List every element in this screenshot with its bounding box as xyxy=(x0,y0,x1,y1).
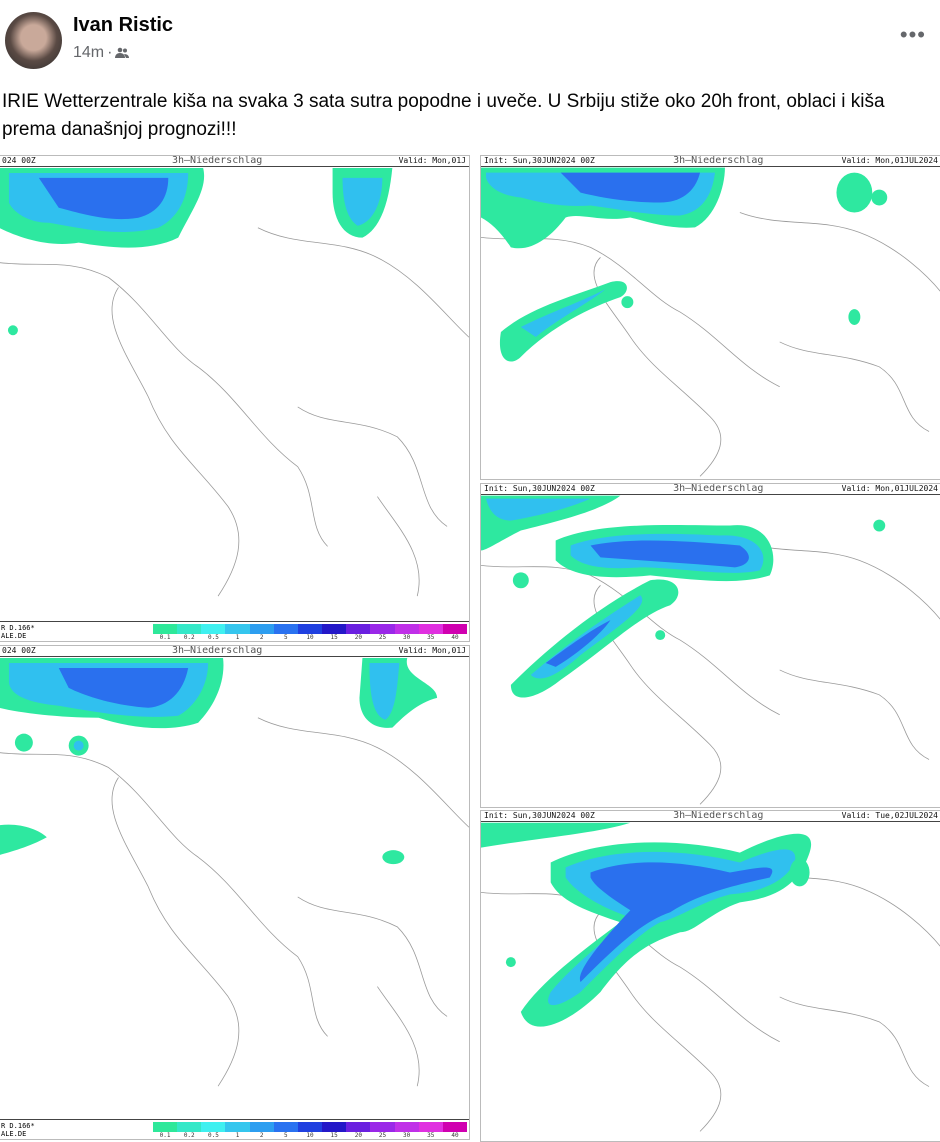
legend-swatch xyxy=(418,624,443,634)
legend-scale xyxy=(153,624,468,634)
forecast-map-5[interactable]: Init: Sun,30JUN2024 00Z 3h–Niederschlag Va… xyxy=(480,810,940,1142)
post-meta: 14m · xyxy=(73,44,130,62)
legend-swatch xyxy=(394,1122,419,1132)
legend-tick: 15 xyxy=(330,634,338,641)
legend-tick: 2 xyxy=(259,634,264,641)
legend-swatch xyxy=(273,624,298,634)
legend-scale xyxy=(153,1122,468,1132)
legend-tick: 15 xyxy=(330,1132,338,1139)
legend-tick: 20 xyxy=(354,1132,362,1139)
legend-swatch xyxy=(346,624,371,634)
precipitation-map xyxy=(481,822,940,1132)
legend-tick: 0.5 xyxy=(207,634,219,641)
coastlines xyxy=(0,227,469,597)
legend-ticks: 0.1 0.2 0.5 1 2 5 10 15 20 25 30 35 40 xyxy=(153,1132,467,1139)
legend-swatch xyxy=(273,1122,298,1132)
legend-tick: 0.1 xyxy=(159,634,171,641)
precipitation-map xyxy=(481,167,940,477)
legend-swatch xyxy=(225,624,250,634)
legend-tick: 0.2 xyxy=(183,1132,195,1139)
map-header: 024 00Z 3h–Niederschlag Valid: Mon,01J xyxy=(0,156,469,167)
legend-tick: 25 xyxy=(378,634,387,641)
legend-swatch xyxy=(418,1122,443,1132)
post-text: IRIE Wetterzentrale kiša na svaka 3 sata… xyxy=(2,91,885,140)
legend-swatch xyxy=(249,1122,274,1132)
color-legend: R D.166* ALE.DE 0.1 0.2 0.5 1 2 5 10 15 20 25 30 35 4… xyxy=(0,1119,469,1139)
precip-area xyxy=(481,822,812,1027)
legend-tick: 2 xyxy=(259,1132,264,1139)
legend-swatch xyxy=(297,1122,323,1132)
avatar[interactable] xyxy=(5,12,62,69)
precip-area xyxy=(0,657,438,865)
legend-tick: 5 xyxy=(284,634,288,641)
legend-swatch xyxy=(394,624,419,634)
legend-swatch xyxy=(370,624,395,634)
legend-swatch xyxy=(370,1122,395,1132)
precip-area xyxy=(481,167,888,362)
precipitation-map xyxy=(0,657,469,1087)
legend-tick: 10 xyxy=(306,1132,314,1139)
precip-area xyxy=(0,167,393,336)
legend-swatch xyxy=(201,624,226,634)
legend-swatch xyxy=(249,624,274,634)
legend-ticks: 0.1 0.2 0.5 1 2 5 10 15 20 25 30 35 40 xyxy=(153,634,467,641)
color-legend: R D.166* ALE.DE 0.1 0.2 0.5 1 2 5 10 15 20 25 30 35 4… xyxy=(0,621,469,641)
map-header: Init: Sun,30JUN2024 00Z 3h–Niederschlag Va… xyxy=(481,156,940,167)
legend-tick: 0.5 xyxy=(207,1132,219,1139)
forecast-map-1[interactable]: 024 00Z 3h–Niederschlag Valid: Mon,01J R D… xyxy=(0,155,470,642)
legend-swatch xyxy=(322,624,347,634)
legend-swatch xyxy=(442,624,468,634)
forecast-map-4[interactable]: Init: Sun,30JUN2024 00Z 3h–Niederschlag Va… xyxy=(480,483,940,808)
legend-swatch xyxy=(201,1122,226,1132)
legend-swatch xyxy=(177,1122,202,1132)
forecast-map-3[interactable]: Init: Sun,30JUN2024 00Z 3h–Niederschlag Va… xyxy=(480,155,940,480)
precipitation-map xyxy=(0,167,469,597)
forecast-map-2[interactable]: 024 00Z 3h–Niederschlag Valid: Mon,01J R D… xyxy=(0,645,470,1140)
map-header: Init: Sun,30JUN2024 00Z 3h–Niederschlag Va… xyxy=(481,484,940,495)
legend-tick: 30 xyxy=(403,634,411,641)
legend-tick: 35 xyxy=(427,1132,435,1139)
legend-swatch xyxy=(322,1122,347,1132)
legend-tick: 10 xyxy=(306,634,314,641)
map-header: 024 00Z 3h–Niederschlag Valid: Mon,01J xyxy=(0,646,469,657)
legend-tick: 40 xyxy=(451,1132,459,1139)
legend-tick: 40 xyxy=(451,634,459,641)
legend-tick: 1 xyxy=(235,1132,240,1139)
legend-swatch xyxy=(177,624,202,634)
legend-swatch xyxy=(225,1122,250,1132)
legend-tick: 5 xyxy=(284,1132,288,1139)
precip-area xyxy=(481,495,886,698)
legend-tick: 30 xyxy=(403,1132,411,1139)
post-time[interactable]: 14m xyxy=(73,44,105,61)
legend-tick: 1 xyxy=(235,634,240,641)
legend-swatch xyxy=(297,624,323,634)
legend-tick: 35 xyxy=(427,634,435,641)
friends-icon xyxy=(115,47,130,58)
legend-tick: 25 xyxy=(378,1132,387,1139)
legend-tick: 0.2 xyxy=(183,634,195,641)
legend-swatch xyxy=(153,624,178,634)
precipitation-map xyxy=(481,495,940,805)
author-name[interactable]: Ivan Ristic xyxy=(73,14,174,36)
legend-tick: 20 xyxy=(354,634,362,641)
more-options-button[interactable]: ••• xyxy=(899,22,926,47)
legend-swatch xyxy=(442,1122,468,1132)
legend-swatch xyxy=(153,1122,178,1132)
legend-swatch xyxy=(346,1122,371,1132)
legend-tick: 0.1 xyxy=(159,1132,171,1139)
map-header: Init: Sun,30JUN2024 00Z 3h–Niederschlag Va… xyxy=(481,811,940,822)
